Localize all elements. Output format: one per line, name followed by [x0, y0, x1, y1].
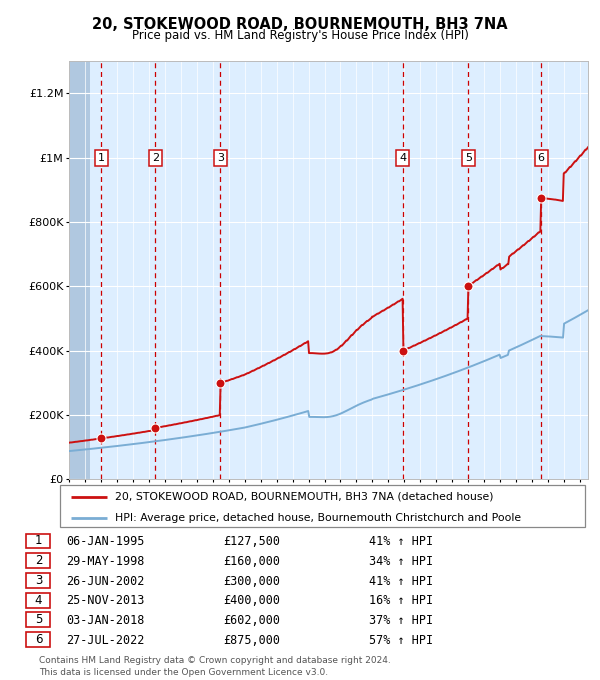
- Text: 1: 1: [98, 153, 105, 163]
- Bar: [69, 61, 90, 479]
- Text: 16% ↑ HPI: 16% ↑ HPI: [369, 594, 433, 607]
- Text: Price paid vs. HM Land Registry's House Price Index (HPI): Price paid vs. HM Land Registry's House …: [131, 29, 469, 41]
- Text: £160,000: £160,000: [223, 555, 281, 568]
- FancyBboxPatch shape: [26, 573, 50, 588]
- Text: 6: 6: [538, 153, 545, 163]
- Text: 41% ↑ HPI: 41% ↑ HPI: [369, 535, 433, 548]
- FancyBboxPatch shape: [26, 632, 50, 647]
- Text: 34% ↑ HPI: 34% ↑ HPI: [369, 555, 433, 568]
- Text: HPI: Average price, detached house, Bournemouth Christchurch and Poole: HPI: Average price, detached house, Bour…: [115, 513, 521, 523]
- Text: 27-JUL-2022: 27-JUL-2022: [66, 634, 144, 647]
- FancyBboxPatch shape: [26, 534, 50, 548]
- Text: 6: 6: [35, 633, 42, 646]
- Text: 4: 4: [35, 594, 42, 607]
- FancyBboxPatch shape: [26, 593, 50, 607]
- Text: 2: 2: [152, 153, 159, 163]
- Text: 20, STOKEWOOD ROAD, BOURNEMOUTH, BH3 7NA: 20, STOKEWOOD ROAD, BOURNEMOUTH, BH3 7NA: [92, 17, 508, 32]
- Text: 06-JAN-1995: 06-JAN-1995: [66, 535, 144, 548]
- Text: 5: 5: [35, 613, 42, 626]
- FancyBboxPatch shape: [26, 554, 50, 568]
- Text: £875,000: £875,000: [223, 634, 281, 647]
- Text: 3: 3: [217, 153, 224, 163]
- FancyBboxPatch shape: [26, 613, 50, 627]
- Text: 57% ↑ HPI: 57% ↑ HPI: [369, 634, 433, 647]
- Text: 03-JAN-2018: 03-JAN-2018: [66, 614, 144, 627]
- Text: 5: 5: [465, 153, 472, 163]
- Text: 29-MAY-1998: 29-MAY-1998: [66, 555, 144, 568]
- Text: 3: 3: [35, 574, 42, 587]
- Text: 2: 2: [35, 554, 42, 567]
- Bar: [69, 61, 90, 479]
- Text: £127,500: £127,500: [223, 535, 281, 548]
- Text: 26-JUN-2002: 26-JUN-2002: [66, 575, 144, 588]
- Text: 25-NOV-2013: 25-NOV-2013: [66, 594, 144, 607]
- Text: 4: 4: [399, 153, 406, 163]
- Text: £400,000: £400,000: [223, 594, 281, 607]
- Text: 37% ↑ HPI: 37% ↑ HPI: [369, 614, 433, 627]
- Text: 41% ↑ HPI: 41% ↑ HPI: [369, 575, 433, 588]
- Text: 1: 1: [35, 534, 42, 547]
- Text: Contains HM Land Registry data © Crown copyright and database right 2024.
This d: Contains HM Land Registry data © Crown c…: [39, 656, 391, 677]
- Text: £300,000: £300,000: [223, 575, 281, 588]
- Text: 20, STOKEWOOD ROAD, BOURNEMOUTH, BH3 7NA (detached house): 20, STOKEWOOD ROAD, BOURNEMOUTH, BH3 7NA…: [115, 492, 494, 502]
- Text: £602,000: £602,000: [223, 614, 281, 627]
